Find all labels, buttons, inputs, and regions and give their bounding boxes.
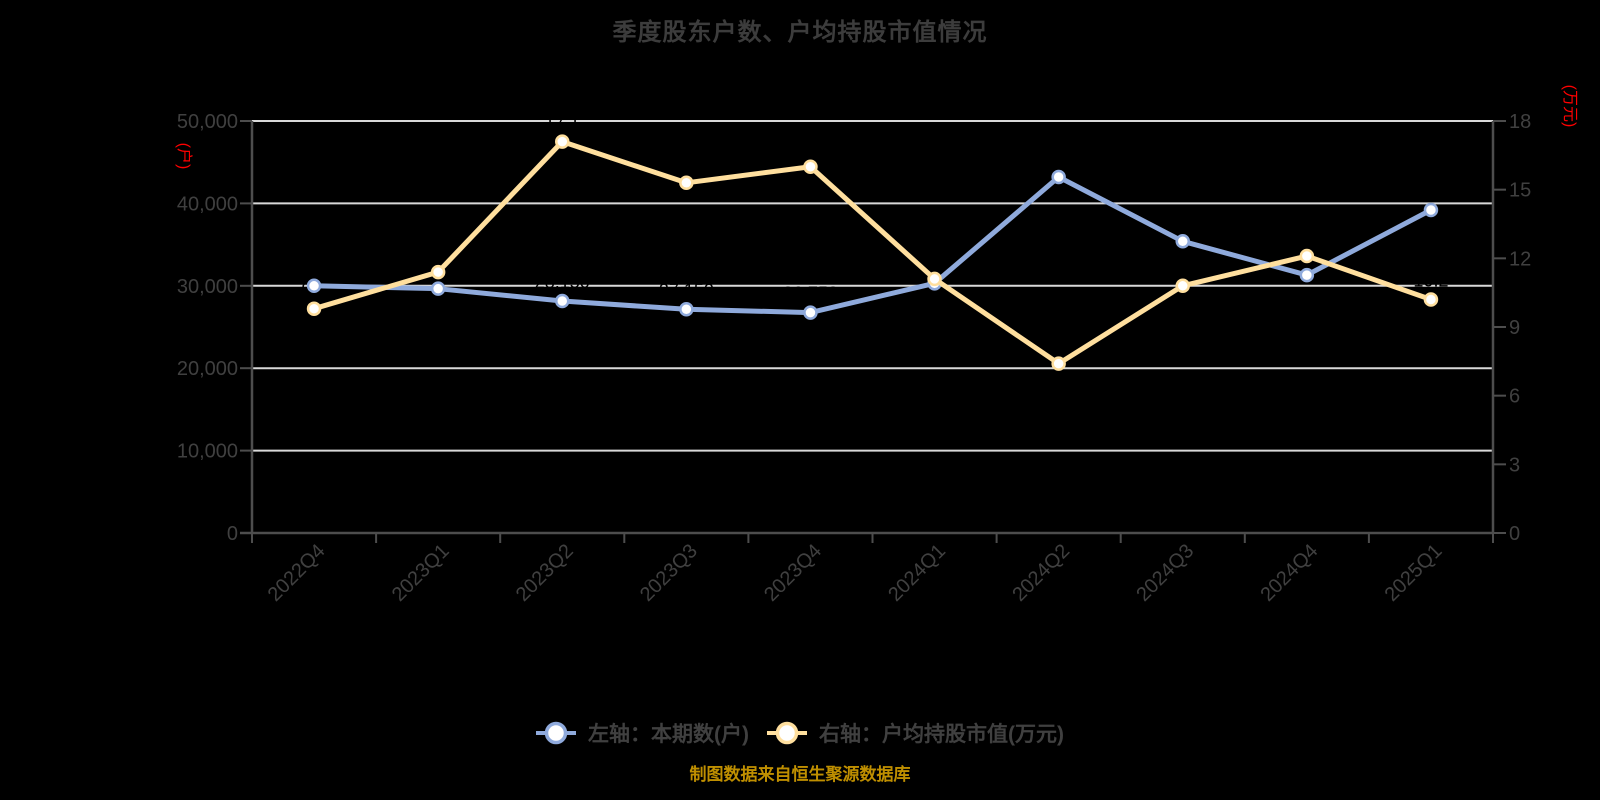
data-label: 43,200 — [1031, 148, 1086, 168]
legend: 左轴：本期数(户) 右轴：户均持股市值(万元) — [0, 718, 1600, 748]
series-line-0 — [311, 174, 1434, 316]
y-axis-tick-label-left: 30,000 — [177, 276, 238, 298]
series-marker-0 — [306, 278, 322, 294]
y-axis-tick-label-left: 40,000 — [177, 193, 238, 215]
series-marker-0 — [679, 302, 694, 317]
x-axis-tick-label: 2024Q1 — [884, 540, 950, 606]
line-marker-icon — [767, 721, 807, 745]
x-axis-tick-label: 2023Q2 — [512, 540, 578, 606]
series-line-1 — [311, 139, 1434, 367]
legend-item-shareholders: 左轴：本期数(户) — [536, 718, 749, 748]
legend-label: 左轴：本期数(户) — [588, 723, 749, 746]
series-marker-1 — [679, 175, 694, 191]
data-label: 12.1 — [1289, 227, 1324, 247]
y-axis-tick-label-right: 0 — [1509, 523, 1520, 545]
data-label: 27,150 — [659, 280, 714, 300]
series-marker-1 — [927, 271, 942, 287]
data-label: 28,150 — [535, 272, 590, 292]
y-axis-tick-label-right: 18 — [1509, 111, 1531, 133]
y-axis-tick-label-left: 10,000 — [177, 441, 238, 463]
series-marker-0 — [1299, 267, 1315, 283]
y-axis-tick-label-right: 15 — [1509, 180, 1531, 202]
legend-circle — [544, 721, 568, 745]
series-marker-1 — [1423, 292, 1439, 307]
x-axis-tick-label: 2024Q3 — [1132, 540, 1198, 606]
y-axis-tick-label-right: 6 — [1509, 386, 1520, 408]
chart-title: 季度股东户数、户均持股市值情况 — [612, 19, 988, 46]
series-marker-1 — [555, 134, 570, 149]
x-axis-tick-label: 2025Q1 — [1381, 540, 1447, 606]
series-marker-1 — [1175, 278, 1190, 294]
data-label: 10.2 — [1413, 271, 1448, 291]
legend-label: 右轴：户均持股市值(万元) — [819, 723, 1064, 746]
series-marker-0 — [1175, 234, 1190, 249]
line-marker-icon — [536, 721, 576, 745]
x-axis-tick-label: 2023Q1 — [388, 540, 454, 606]
data-label: 7.4 — [1046, 335, 1071, 355]
y-axis-tick-label-right: 12 — [1509, 248, 1531, 270]
series-marker-1 — [430, 264, 446, 280]
x-axis-tick-label: 2023Q4 — [760, 540, 826, 606]
y-axis-tick-label-left: 20,000 — [177, 358, 238, 380]
series-marker-0 — [555, 293, 570, 309]
data-label: 16.0 — [793, 138, 828, 158]
series-marker-0 — [1051, 169, 1066, 185]
x-axis-tick-label: 2024Q4 — [1257, 540, 1323, 606]
series-marker-1 — [1051, 356, 1066, 371]
data-label: 11.4 — [421, 243, 455, 263]
y-axis-tick-label-left: 0 — [227, 523, 238, 545]
y-axis-tick-label-right: 3 — [1509, 454, 1520, 476]
data-label: 39,200 — [1403, 181, 1458, 201]
y-axis-tick-label-left: 50,000 — [177, 111, 238, 133]
data-label: 17.1 — [545, 113, 580, 133]
legend-circle — [775, 721, 799, 745]
series-marker-1 — [803, 159, 818, 175]
data-label: 15.3 — [669, 154, 704, 174]
data-label: 30,000 — [287, 257, 342, 277]
x-axis-tick-label: 2024Q2 — [1008, 540, 1074, 606]
data-label: 10.8 — [1165, 257, 1200, 277]
x-axis-tick-label: 2023Q3 — [636, 540, 702, 606]
plot-area: 30,00029,65028,15027,15026,75030,30043,2… — [177, 111, 1531, 606]
data-label: 26,750 — [783, 284, 838, 304]
series-marker-1 — [1299, 248, 1315, 264]
data-label: 11.1 — [918, 250, 952, 270]
x-axis-tick-label: 2022Q4 — [264, 540, 330, 606]
series-marker-1 — [306, 301, 322, 316]
source-note: 制图数据来自恒生聚源数据库 — [689, 765, 911, 784]
legend-item-market-value: 右轴：户均持股市值(万元) — [767, 718, 1064, 748]
series-marker-0 — [1423, 202, 1439, 218]
y-axis-tick-label-right: 9 — [1509, 317, 1520, 339]
data-label: 35,400 — [1155, 212, 1210, 232]
series-marker-0 — [803, 305, 818, 320]
series-marker-0 — [430, 281, 446, 296]
